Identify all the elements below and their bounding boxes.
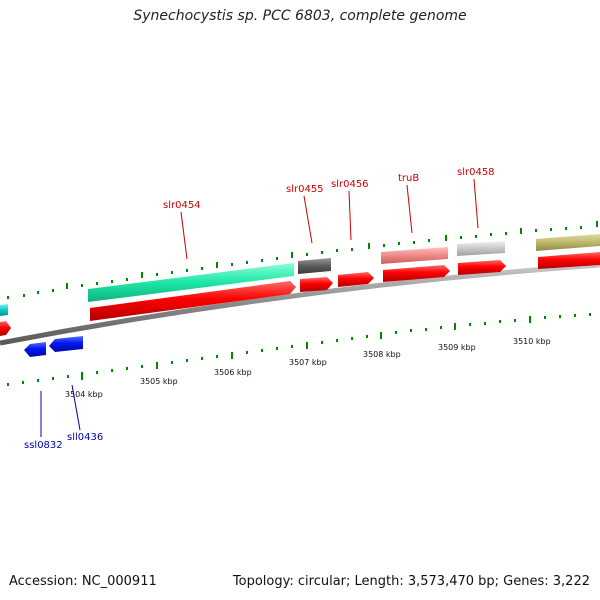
gene-label-sll0436: sll0436 xyxy=(67,432,103,443)
gene-arrow-ssl0832[interactable] xyxy=(24,342,46,357)
feature-block-truB-cog[interactable] xyxy=(381,247,448,264)
genome-title: Synechocystis sp. PCC 6803, complete gen… xyxy=(133,8,467,24)
inner-tick-track xyxy=(7,313,591,386)
scale-label: 3509 kbp xyxy=(438,343,476,352)
gene-arrow-slr0455[interactable] xyxy=(300,277,333,292)
gene-arrow[interactable] xyxy=(0,321,11,336)
gene-arrow-sll0436[interactable] xyxy=(49,336,83,352)
gene-arrow-slr0458[interactable] xyxy=(458,260,506,275)
feature-block-slr0458-cog[interactable] xyxy=(457,241,505,256)
forward-strand-track xyxy=(0,252,600,336)
gene-label-truB: truB xyxy=(398,173,419,184)
reverse-strand-track xyxy=(24,336,83,357)
scale-label: 3504 kbp xyxy=(65,390,103,399)
genome-backbone xyxy=(0,262,600,346)
scale-label: 3506 kbp xyxy=(214,368,252,377)
label-leaders xyxy=(40,178,479,437)
feature-block-slr0454-cog[interactable] xyxy=(88,263,294,302)
scale-label: 3508 kbp xyxy=(363,350,401,359)
feature-block-olive[interactable] xyxy=(536,234,600,251)
gene-arrow[interactable] xyxy=(538,252,600,269)
gene-label-slr0455: slr0455 xyxy=(286,184,324,195)
gene-label-slr0454: slr0454 xyxy=(163,200,201,211)
gene-label-slr0456: slr0456 xyxy=(331,179,369,190)
feature-block-cyan[interactable] xyxy=(0,304,8,316)
accession-text: Accession: NC_000911 xyxy=(9,574,157,589)
scale-label: 3507 kbp xyxy=(289,358,327,367)
gene-label-slr0458: slr0458 xyxy=(457,167,495,178)
cog-feature-track xyxy=(0,234,600,316)
gene-label-ssl0832: ssl0832 xyxy=(24,440,63,451)
scale-label: 3505 kbp xyxy=(140,377,178,386)
outer-tick-track xyxy=(7,221,598,299)
gene-arrow-slr0454[interactable] xyxy=(90,281,296,321)
scale-label: 3510 kbp xyxy=(513,337,551,346)
gene-arrow-slr0456[interactable] xyxy=(338,272,374,287)
feature-block-slr0455-cog[interactable] xyxy=(298,258,331,274)
genome-summary-text: Topology: circular; Length: 3,573,470 bp… xyxy=(232,574,590,589)
gene-arrow-truB[interactable] xyxy=(383,265,450,282)
